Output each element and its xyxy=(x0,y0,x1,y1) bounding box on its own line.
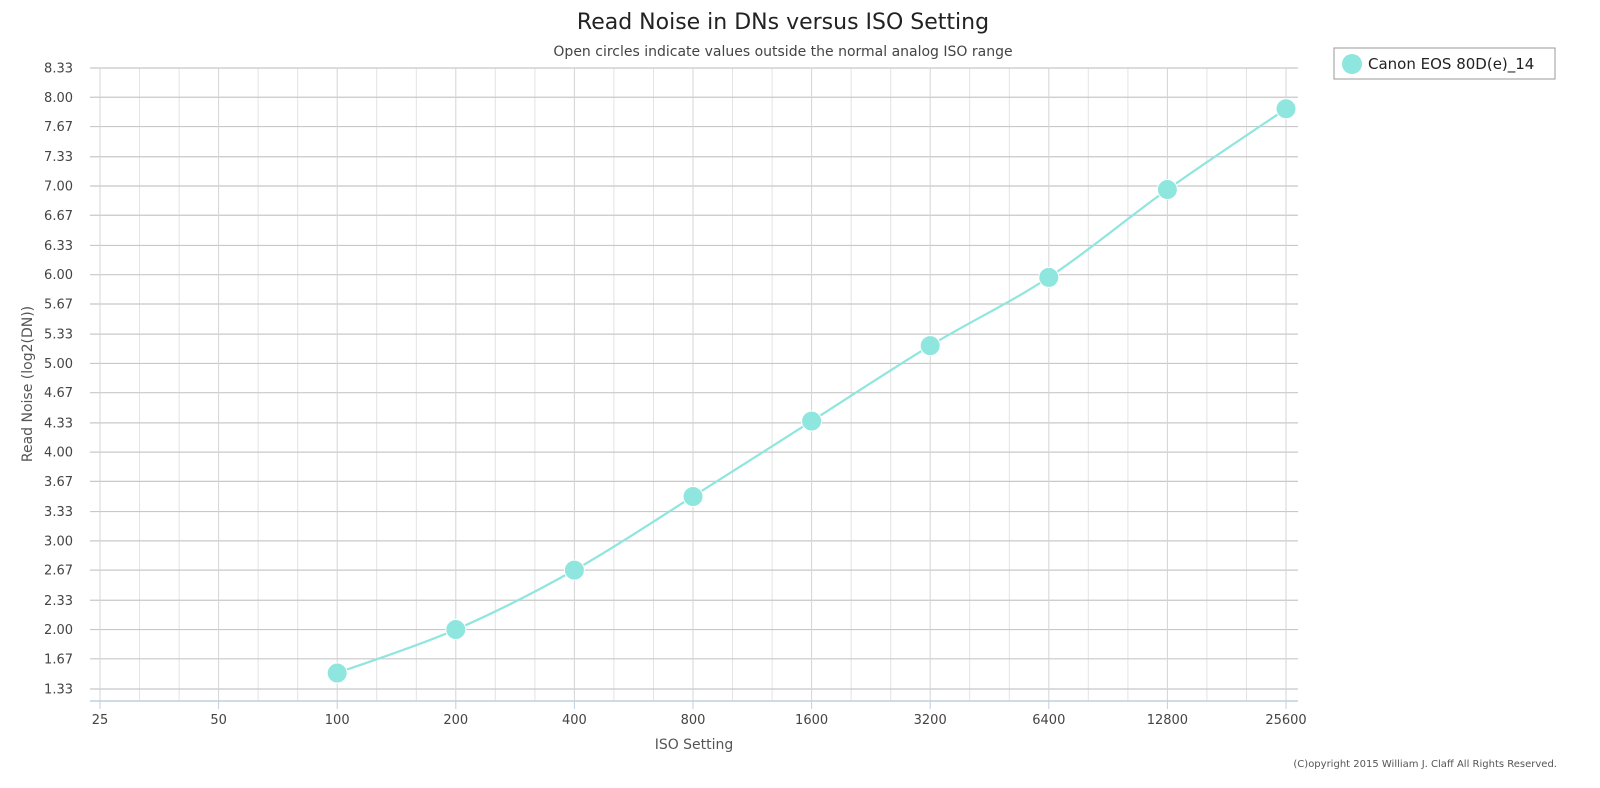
x-tick-label: 6400 xyxy=(1032,713,1065,728)
y-tick-label: 6.33 xyxy=(44,239,73,254)
legend-label: Canon EOS 80D(e)_14 xyxy=(1368,55,1534,74)
x-tick-label: 12800 xyxy=(1147,713,1188,728)
x-tick-label: 50 xyxy=(210,713,227,728)
y-tick-label: 7.67 xyxy=(44,120,73,135)
legend-box xyxy=(1333,47,1556,80)
y-tick-label: 3.00 xyxy=(44,534,73,549)
x-tick-label: 400 xyxy=(562,713,587,728)
x-tick-label: 25 xyxy=(92,713,109,728)
x-tick-marks xyxy=(99,701,1287,709)
x-tick-label: 200 xyxy=(443,713,468,728)
y-tick-label: 6.00 xyxy=(44,268,73,283)
y-tick-label: 2.00 xyxy=(44,623,73,638)
data-point xyxy=(1038,266,1060,288)
chart-title: Read Noise in DNs versus ISO Setting xyxy=(577,10,989,35)
x-minor-gridlines xyxy=(138,68,1248,701)
chart-subtitle: Open circles indicate values outside the… xyxy=(553,44,1012,60)
y-tick-label: 4.33 xyxy=(44,416,73,431)
x-tick-label: 25600 xyxy=(1265,713,1306,728)
y-tick-label: 8.33 xyxy=(44,62,73,77)
data-point xyxy=(1275,98,1297,120)
data-point xyxy=(682,485,704,507)
data-point xyxy=(801,410,823,432)
y-tick-label: 2.33 xyxy=(44,594,73,609)
legend-marker-icon xyxy=(1342,54,1362,74)
x-major-gridlines xyxy=(99,68,1287,701)
x-tick-label: 800 xyxy=(681,713,706,728)
y-tick-labels: 1.33 1.67 2.00 2.33 2.67 3.00 3.33 3.67 4.00 4.33… xyxy=(44,62,73,698)
legend[interactable]: Canon EOS 80D(e)_14 xyxy=(1333,47,1556,80)
x-tick-label: 3200 xyxy=(914,713,947,728)
y-tick-label: 3.67 xyxy=(44,475,73,490)
x-tick-label: 1600 xyxy=(795,713,828,728)
copyright-notice: (C)opyright 2015 William J. Claff All Ri… xyxy=(1293,759,1557,770)
y-tick-label: 1.67 xyxy=(44,652,73,667)
y-tick-label: 7.00 xyxy=(44,179,73,194)
y-tick-label: 5.33 xyxy=(44,328,73,343)
data-point xyxy=(1156,179,1178,201)
series-canon-eos-80d xyxy=(326,98,1297,684)
x-tick-labels: 25 50 100 200 400 800 1600 3200 6400 12800 25600 xyxy=(92,713,1307,728)
data-point xyxy=(919,335,941,357)
data-point xyxy=(326,662,348,684)
y-tick-label: 6.67 xyxy=(44,209,73,224)
y-gridlines xyxy=(90,67,1298,690)
y-tick-label: 4.00 xyxy=(44,446,73,461)
y-tick-label: 5.67 xyxy=(44,297,73,312)
x-axis-title: ISO Setting xyxy=(655,737,734,753)
y-axis-title: Read Noise (log2(DN)) xyxy=(20,306,36,462)
y-tick-label: 4.67 xyxy=(44,386,73,401)
data-point xyxy=(445,619,467,641)
y-tick-label: 2.67 xyxy=(44,564,73,579)
y-tick-label: 1.33 xyxy=(44,683,73,698)
data-point xyxy=(563,559,585,581)
y-tick-label: 3.33 xyxy=(44,505,73,520)
y-tick-label: 8.00 xyxy=(44,91,73,106)
x-tick-label: 100 xyxy=(325,713,350,728)
y-tick-label: 5.00 xyxy=(44,357,73,372)
y-tick-label: 7.33 xyxy=(44,150,73,165)
